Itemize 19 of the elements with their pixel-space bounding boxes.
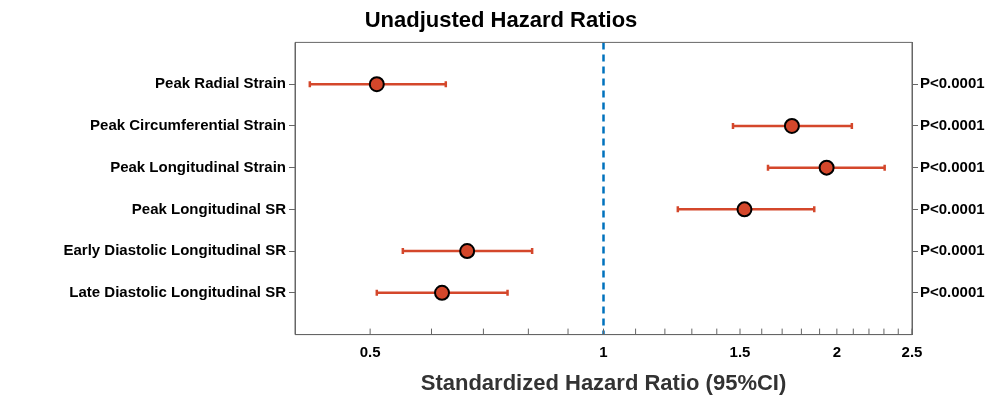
text: P<0.0001	[920, 199, 985, 217]
y-tick-label: Early Diastolic Longitudinal SR	[63, 241, 287, 259]
y-tick-label: Peak Radial Strain	[155, 74, 286, 92]
chart-title: Unadjusted Hazard Ratios	[364, 7, 638, 33]
x-tick-label: 2	[832, 342, 842, 360]
x-axis-title: Standardized Hazard Ratio (95%CI)	[420, 369, 787, 395]
text: P<0.0001	[920, 74, 985, 92]
text: P<0.0001	[920, 116, 985, 134]
x-tick-label: 0.5	[359, 342, 381, 360]
y-tick-label: Peak Longitudinal SR	[131, 199, 287, 217]
y-tick-label: Peak Longitudinal Strain	[110, 157, 286, 175]
text: P<0.0001	[920, 283, 985, 300]
text: P<0.0001	[920, 241, 985, 259]
x-tick-label: 1	[599, 342, 608, 360]
text: P<0.0001	[920, 157, 985, 175]
y-tick-label: Late Diastolic Longitudinal SR	[69, 283, 287, 300]
x-tick-label: 1.5	[729, 342, 751, 360]
y-tick-label: Peak Circumferential Strain	[90, 116, 286, 134]
x-tick-label: 2.5	[901, 342, 923, 360]
